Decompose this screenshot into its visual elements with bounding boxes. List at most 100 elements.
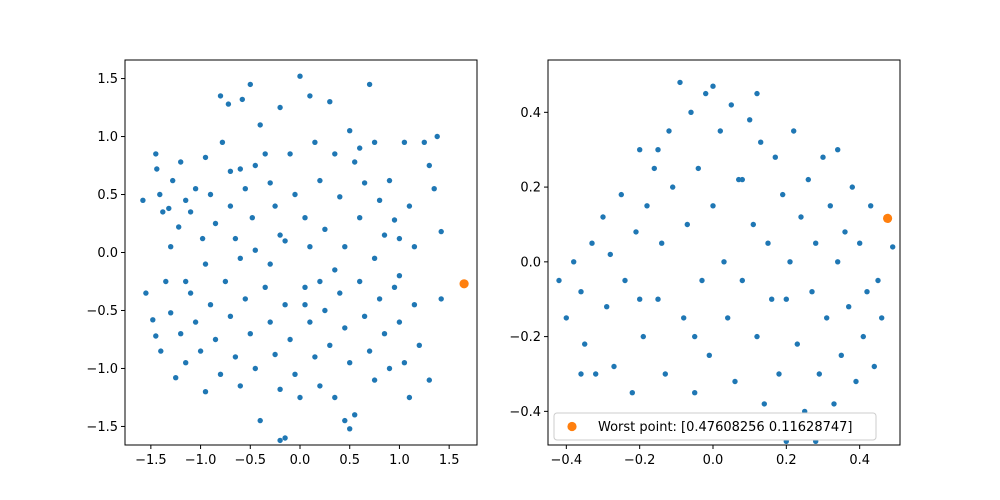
- data-point: [644, 203, 650, 209]
- data-point: [820, 154, 826, 160]
- data-point: [772, 154, 778, 160]
- data-point: [173, 375, 179, 381]
- data-point: [272, 351, 278, 358]
- data-point: [252, 162, 258, 169]
- data-point: [217, 371, 224, 377]
- data-point: [366, 81, 373, 88]
- y-tick-label: 1.0: [97, 130, 118, 145]
- data-point: [232, 354, 239, 360]
- data-point: [431, 186, 437, 192]
- data-point: [337, 194, 343, 200]
- data-point: [692, 390, 698, 396]
- data-point: [381, 331, 388, 337]
- data-point: [582, 341, 588, 347]
- data-point: [622, 277, 628, 284]
- data-point: [153, 333, 159, 339]
- data-point: [706, 352, 712, 358]
- data-point: [166, 205, 172, 212]
- data-point: [207, 191, 214, 198]
- data-point: [750, 221, 756, 228]
- data-point: [640, 333, 646, 340]
- data-point: [242, 296, 248, 302]
- data-point: [197, 348, 204, 354]
- x-tick-label: −1.5: [135, 453, 167, 468]
- data-point: [207, 302, 214, 308]
- data-point: [809, 289, 815, 295]
- data-point: [202, 389, 209, 395]
- data-point: [791, 128, 797, 134]
- data-point: [659, 240, 665, 246]
- data-point: [396, 235, 403, 242]
- data-point: [780, 191, 786, 198]
- data-point: [225, 101, 232, 107]
- y-tick-label: −1.0: [86, 362, 118, 377]
- data-point: [381, 232, 388, 238]
- data-point: [593, 371, 599, 377]
- data-point: [312, 139, 318, 145]
- data-point: [347, 360, 353, 366]
- data-point: [361, 313, 368, 319]
- legend-box: [553, 412, 877, 441]
- data-point: [396, 319, 403, 325]
- y-tick-label: 0.0: [520, 255, 541, 270]
- data-point: [411, 302, 418, 308]
- data-point: [327, 99, 333, 105]
- left-scatter-plot: −1.5 −1.0 −0.5 0.0 0.5 1.0 1.5 −1.5 −1.0 −0.5 0.0 0…: [86, 59, 478, 468]
- data-point: [416, 342, 422, 348]
- x-tick-label: 1.5: [439, 453, 460, 468]
- data-point: [257, 417, 263, 424]
- data-point: [317, 383, 323, 389]
- data-point: [842, 229, 848, 235]
- data-point: [160, 209, 166, 215]
- y-tick-label: 0.2: [520, 181, 541, 196]
- data-point: [287, 336, 293, 343]
- data-point: [651, 165, 657, 172]
- y-tick-label: 0.4: [520, 106, 541, 121]
- legend-label: Worst point: [0.47608256 0.11628747]: [598, 420, 852, 435]
- data-point: [618, 191, 624, 198]
- data-point: [739, 277, 745, 284]
- data-point: [176, 224, 182, 230]
- x-tick-label: −0.4: [551, 453, 583, 468]
- data-point: [163, 278, 169, 285]
- data-point: [366, 348, 373, 354]
- data-point: [183, 197, 189, 203]
- data-point: [347, 128, 353, 134]
- data-point: [227, 203, 234, 209]
- data-point: [217, 93, 224, 99]
- data-point: [688, 109, 694, 116]
- data-point: [199, 235, 206, 242]
- data-point: [302, 302, 308, 308]
- x-tick-label: 0.5: [339, 453, 360, 468]
- data-point: [438, 296, 444, 302]
- data-point: [401, 360, 408, 366]
- y-tick-label: 0.0: [97, 246, 118, 261]
- y-tick-label: 0.5: [97, 188, 118, 203]
- data-point: [178, 159, 184, 165]
- data-point: [890, 244, 896, 250]
- data-point: [143, 290, 149, 296]
- data-point: [747, 117, 753, 123]
- data-point: [192, 319, 199, 325]
- data-point: [262, 284, 268, 290]
- data-point: [342, 244, 348, 250]
- data-point: [202, 261, 209, 267]
- x-tick-label: −0.5: [234, 453, 266, 468]
- data-point: [347, 426, 353, 432]
- data-point: [154, 166, 160, 172]
- data-point: [666, 128, 672, 134]
- data-point: [633, 229, 639, 235]
- data-point: [307, 244, 313, 250]
- data-point: [357, 278, 363, 285]
- data-point: [776, 371, 782, 377]
- data-point: [411, 244, 418, 250]
- data-point: [371, 377, 378, 383]
- data-point: [794, 341, 800, 347]
- data-point: [754, 333, 760, 340]
- data-point: [604, 304, 610, 310]
- data-point: [327, 342, 333, 348]
- data-point: [426, 162, 432, 169]
- data-point: [578, 289, 584, 295]
- data-point: [607, 251, 613, 258]
- y-tick-label: −0.4: [509, 405, 541, 420]
